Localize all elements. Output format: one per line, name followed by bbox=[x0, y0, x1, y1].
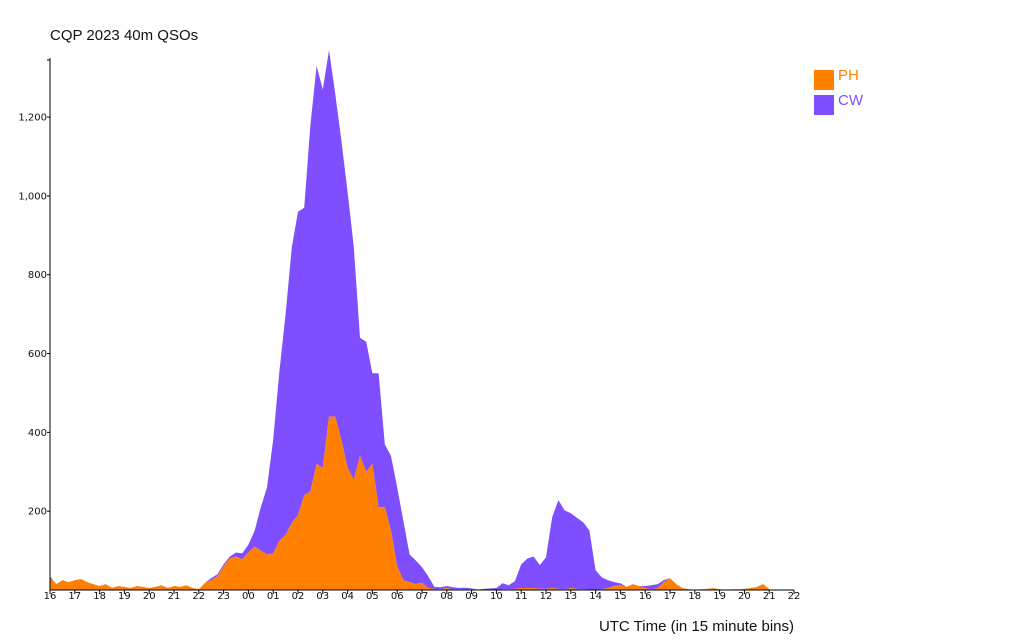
x-tick-label: 10 bbox=[490, 591, 503, 602]
x-tick-label: 21 bbox=[763, 591, 776, 602]
y-tick-label: 200 bbox=[28, 507, 47, 518]
x-tick-label: 16 bbox=[639, 591, 652, 602]
x-tick-label: 02 bbox=[292, 591, 305, 602]
y-tick-label: 1,200 bbox=[18, 113, 47, 124]
x-tick-label: 18 bbox=[688, 591, 701, 602]
x-tick-label: 05 bbox=[366, 591, 379, 602]
x-tick-label: 12 bbox=[540, 591, 553, 602]
x-tick-label: 16 bbox=[44, 591, 57, 602]
plot-areas bbox=[50, 50, 770, 591]
x-tick-label: 23 bbox=[217, 591, 230, 602]
x-tick-label: 06 bbox=[391, 591, 404, 602]
x-tick-label: 14 bbox=[589, 591, 602, 602]
x-tick-label: 21 bbox=[168, 591, 181, 602]
chart-title: CQP 2023 40m QSOs bbox=[50, 27, 198, 44]
y-tick-label: 400 bbox=[28, 428, 47, 439]
legend-swatch-cw bbox=[814, 95, 834, 115]
x-tick-label: 20 bbox=[738, 591, 751, 602]
x-tick-label: 22 bbox=[192, 591, 205, 602]
x-tick-label: 17 bbox=[68, 591, 81, 602]
x-tick-label: 08 bbox=[440, 591, 453, 602]
x-tick-label: 09 bbox=[465, 591, 478, 602]
legend-label-ph: PH bbox=[838, 67, 859, 84]
x-tick-label: 03 bbox=[316, 591, 329, 602]
legend: PH CW bbox=[814, 67, 864, 115]
x-tick-label: 19 bbox=[118, 591, 131, 602]
x-tick-label: 01 bbox=[267, 591, 280, 602]
x-axis: 16 17 18 19 20 21 22 23 00 01 02 03 04 05 06 07 08 09 10 11… bbox=[44, 589, 801, 602]
x-tick-label: 11 bbox=[515, 591, 528, 602]
x-tick-label: 13 bbox=[564, 591, 577, 602]
x-tick-label: 15 bbox=[614, 591, 627, 602]
y-tick-label: 600 bbox=[28, 349, 47, 360]
x-tick-label: 22 bbox=[788, 591, 801, 602]
x-tick-label: 17 bbox=[664, 591, 677, 602]
x-axis-label: UTC Time (in 15 minute bins) bbox=[599, 618, 794, 635]
x-tick-label: 00 bbox=[242, 591, 255, 602]
x-tick-label: 04 bbox=[341, 591, 354, 602]
series-area-cw bbox=[50, 50, 770, 591]
y-axis: 200 400 600 800 1,000 1,200 bbox=[18, 58, 51, 590]
legend-swatch-ph bbox=[814, 70, 834, 90]
legend-label-cw: CW bbox=[838, 92, 864, 109]
x-tick-label: 18 bbox=[93, 591, 106, 602]
x-tick-label: 20 bbox=[143, 591, 156, 602]
x-tick-label: 19 bbox=[713, 591, 726, 602]
y-tick-label: 1,000 bbox=[18, 191, 47, 202]
x-tick-label: 07 bbox=[416, 591, 429, 602]
y-tick-label: 800 bbox=[28, 270, 47, 281]
